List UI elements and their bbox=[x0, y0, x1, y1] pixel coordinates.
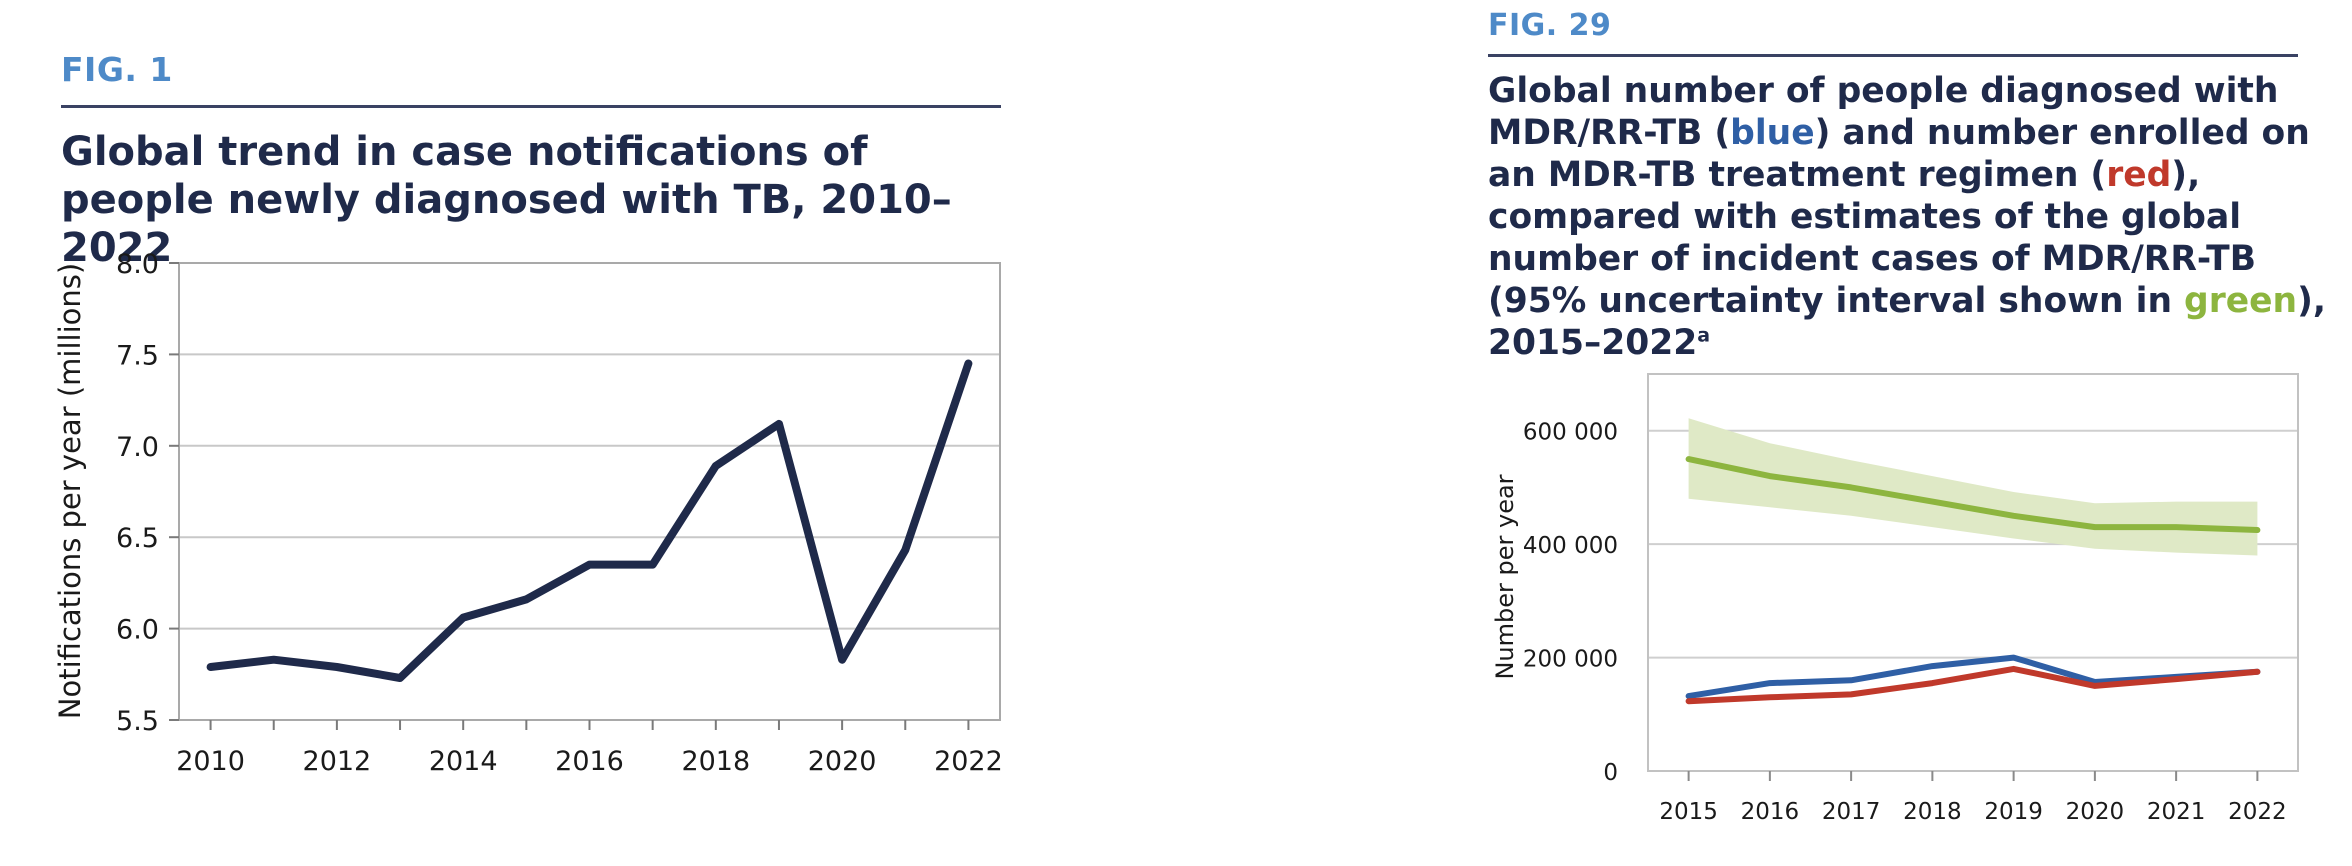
fig29-y-ticks: 0 200 000 400 000 600 000 bbox=[1523, 420, 1618, 786]
fig29-x-tick-label: 2019 bbox=[1984, 799, 2043, 825]
fig29-plot-frame bbox=[1647, 373, 2299, 772]
fig1-y-tick-label: 7.5 bbox=[116, 340, 159, 371]
fig1-x-tick-label: 2012 bbox=[303, 746, 372, 777]
fig29-title-part4: ), 2015–2022 bbox=[1488, 281, 2326, 363]
fig1-series-line bbox=[206, 359, 973, 682]
fig1-rule bbox=[61, 105, 1001, 108]
fig1-chart: 5.56.06.57.07.58.0 2010 2012 2014 2016 2018 2… bbox=[53, 249, 1003, 777]
fig29-series-incident-estimate bbox=[1685, 456, 2261, 533]
fig29-x-tick-label: 2015 bbox=[1659, 799, 1718, 825]
fig29-y-tick-label: 400 000 bbox=[1523, 533, 1618, 559]
fig1-x-tick-label: 2010 bbox=[176, 746, 245, 777]
fig1-x-tick-label: 2018 bbox=[681, 746, 750, 777]
fig29-x-tick-label: 2021 bbox=[2147, 799, 2206, 825]
fig29-y-axis-label: Number per year bbox=[1491, 474, 1519, 679]
fig29-title-red: red bbox=[2106, 155, 2172, 195]
fig29-title-blue: blue bbox=[1730, 113, 1815, 153]
fig29-title-part2: ) and number enrolled on an MDR-TB treat… bbox=[1488, 113, 2310, 195]
fig1-x-tick-label: 2020 bbox=[808, 746, 877, 777]
fig1-plot-frame bbox=[178, 262, 1001, 721]
fig1-title: Global trend in case notifications of pe… bbox=[61, 129, 952, 271]
fig29-y-tick-label: 200 000 bbox=[1523, 647, 1618, 673]
fig29-title: Global number of people diagnosed with M… bbox=[1488, 70, 2338, 364]
fig1-label: FIG. 1 bbox=[61, 50, 173, 89]
fig29-uncertainty-band bbox=[1688, 418, 2258, 556]
fig29-x-tick-label: 2018 bbox=[1903, 799, 1962, 825]
fig29-label: FIG. 29 bbox=[1488, 8, 1612, 43]
fig29-x-ticks: 2015 2016 2017 2018 2019 2020 2021 2022 bbox=[1659, 771, 2287, 825]
fig29-series-enrolled bbox=[1685, 665, 2261, 705]
fig1-y-tick-label: 8.0 bbox=[116, 249, 159, 280]
fig1-gridlines bbox=[179, 262, 1000, 721]
fig1-x-tick-label: 2022 bbox=[934, 746, 1003, 777]
fig29-title-green: green bbox=[2184, 281, 2298, 321]
fig29-x-tick-label: 2016 bbox=[1741, 799, 1800, 825]
fig1-y-tick-label: 7.0 bbox=[116, 432, 159, 463]
fig29-rule bbox=[1488, 54, 2298, 57]
fig29-x-tick-label: 2020 bbox=[2066, 799, 2125, 825]
fig1-x-ticks: 2010 2012 2014 2016 2018 2020 2022 bbox=[176, 720, 1003, 777]
fig29-y-tick-label: 0 bbox=[1603, 760, 1618, 786]
fig1-y-tick-label: 5.5 bbox=[116, 706, 159, 737]
fig1-y-tick-label: 6.5 bbox=[116, 523, 159, 554]
fig29-title-part3: ), compared with estimates of the global… bbox=[1488, 155, 2257, 321]
fig29-x-tick-label: 2022 bbox=[2228, 799, 2287, 825]
fig1-y-tick-label: 6.0 bbox=[116, 615, 159, 646]
fig29-title-superscript: a bbox=[1697, 324, 1711, 347]
fig1-x-tick-label: 2016 bbox=[555, 746, 624, 777]
fig29-x-tick-label: 2017 bbox=[1822, 799, 1881, 825]
fig1-y-axis-label: Notifications per year (millions) bbox=[53, 263, 87, 719]
fig1-y-ticks: 5.5 6.0 6.5 7.0 7.5 8.0 bbox=[116, 249, 179, 737]
fig1-x-tick-label: 2014 bbox=[429, 746, 498, 777]
fig29-title-part1: Global number of people diagnosed with M… bbox=[1488, 71, 2279, 153]
fig29-y-tick-label: 600 000 bbox=[1523, 420, 1618, 446]
